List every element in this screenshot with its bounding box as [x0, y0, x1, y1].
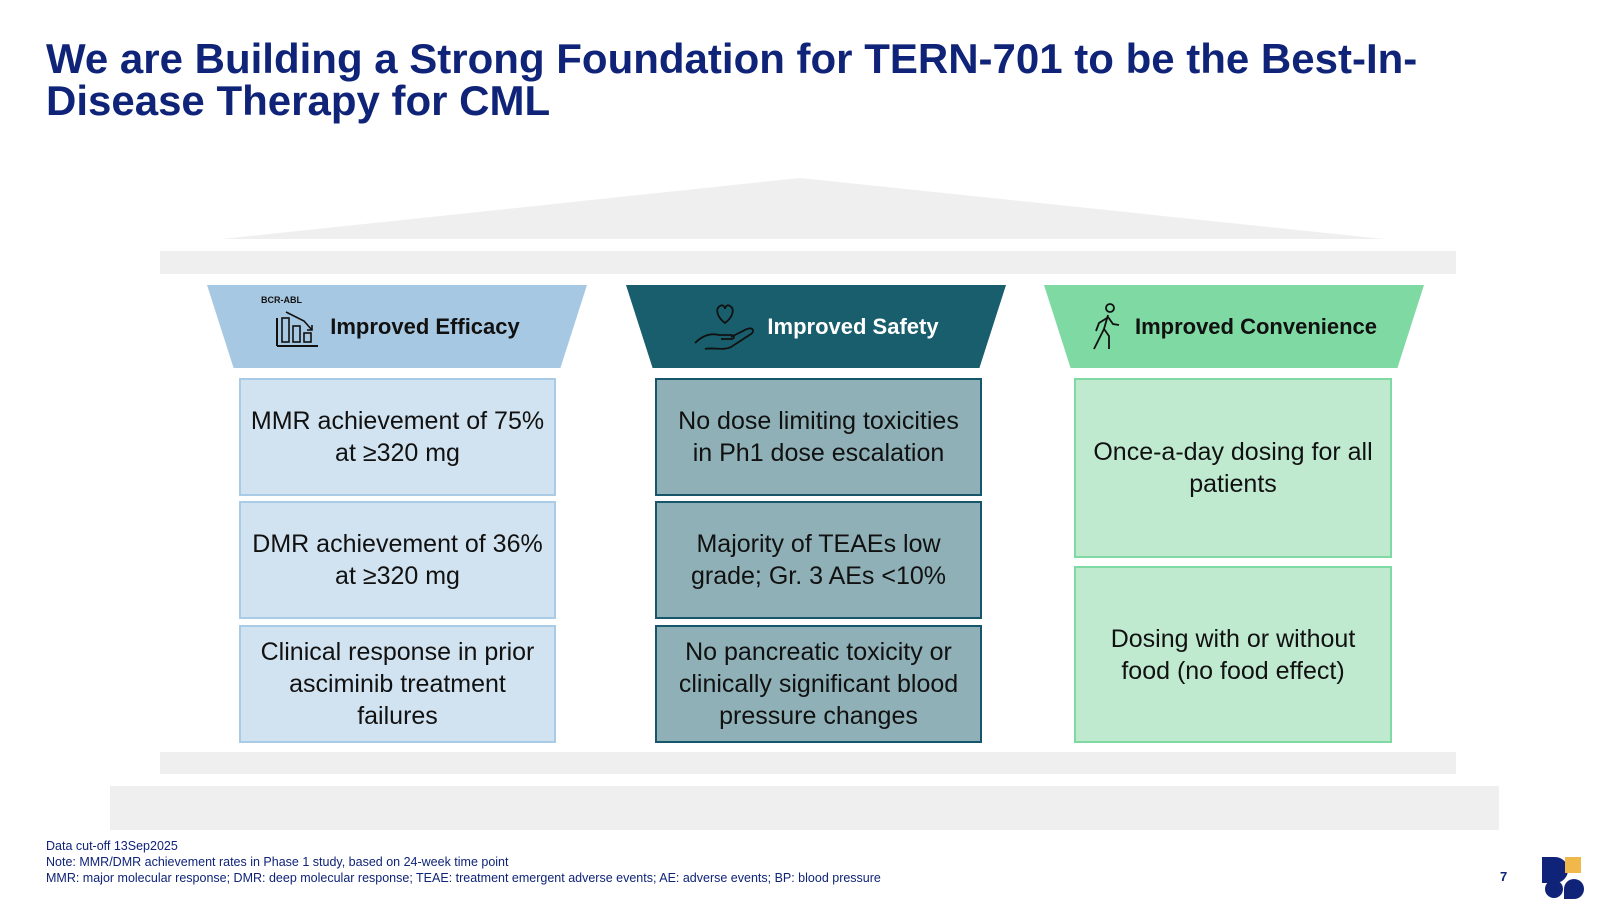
safety-box-3-text: No pancreatic toxicity or clinically sig…	[678, 638, 959, 730]
page-number: 7	[1500, 869, 1508, 884]
temple-base-bottom	[110, 786, 1499, 830]
safety-box-3: No pancreatic toxicity or clinically sig…	[655, 625, 982, 743]
pillar-efficacy-heading: BCR-ABL Improved Efficacy	[207, 285, 587, 368]
footnote-data-cutoff: Data cut-off 13Sep2025	[46, 839, 178, 853]
footnote-abbreviations: MMR: major molecular response; DMR: deep…	[46, 871, 881, 885]
efficacy-box-1-text: MMR achievement of 75% at ≥320 mg	[250, 407, 545, 467]
efficacy-box-3-text: Clinical response in prior asciminib tre…	[260, 638, 535, 730]
convenience-box-1: Once-a-day dosing for all patients	[1074, 378, 1392, 558]
safety-box-2-text: Majority of TEAEs low grade; Gr. 3 AEs <…	[690, 530, 947, 590]
efficacy-box-2: DMR achievement of 36% at ≥320 mg	[239, 501, 556, 619]
pillar-convenience-title: Improved Convenience	[1134, 313, 1378, 339]
hand-heart-icon	[693, 301, 757, 353]
efficacy-box-1: MMR achievement of 75% at ≥320 mg	[239, 378, 556, 496]
temple-beam	[160, 251, 1456, 274]
efficacy-box-2-text: DMR achievement of 36% at ≥320 mg	[252, 530, 543, 590]
pillar-safety-heading: Improved Safety	[626, 285, 1006, 368]
safety-box-2: Majority of TEAEs low grade; Gr. 3 AEs <…	[655, 501, 982, 619]
convenience-box-2-text: Dosing with or without food (no food eff…	[1110, 624, 1356, 685]
convenience-box-2: Dosing with or without food (no food eff…	[1074, 566, 1392, 743]
safety-box-1-text: No dose limiting toxicities in Ph1 dose …	[678, 407, 959, 467]
walking-person-icon	[1091, 302, 1125, 351]
footnote-note: Note: MMR/DMR achievement rates in Phase…	[46, 855, 509, 869]
page-title-line-2: Disease Therapy for CML	[46, 77, 551, 124]
efficacy-box-3: Clinical response in prior asciminib tre…	[239, 625, 556, 743]
pillar-safety-title: Improved Safety	[767, 313, 939, 339]
page-title-line-1: We are Building a Strong Foundation for …	[46, 35, 1418, 82]
safety-box-1: No dose limiting toxicities in Ph1 dose …	[655, 378, 982, 496]
page-title: We are Building a Strong Foundation for …	[46, 38, 1546, 122]
bar-chart-down-icon	[274, 306, 320, 348]
temple-base-top	[160, 752, 1456, 774]
temple-roof	[222, 178, 1384, 239]
pillar-convenience-heading: Improved Convenience	[1044, 285, 1424, 368]
footnotes: Data cut-off 13Sep2025 Note: MMR/DMR ach…	[46, 838, 881, 886]
bcr-abl-label: BCR-ABL	[261, 295, 302, 305]
convenience-box-1-text: Once-a-day dosing for all patients	[1093, 438, 1373, 498]
company-logo-icon	[1540, 855, 1584, 904]
pillar-efficacy-title: Improved Efficacy	[330, 313, 520, 339]
